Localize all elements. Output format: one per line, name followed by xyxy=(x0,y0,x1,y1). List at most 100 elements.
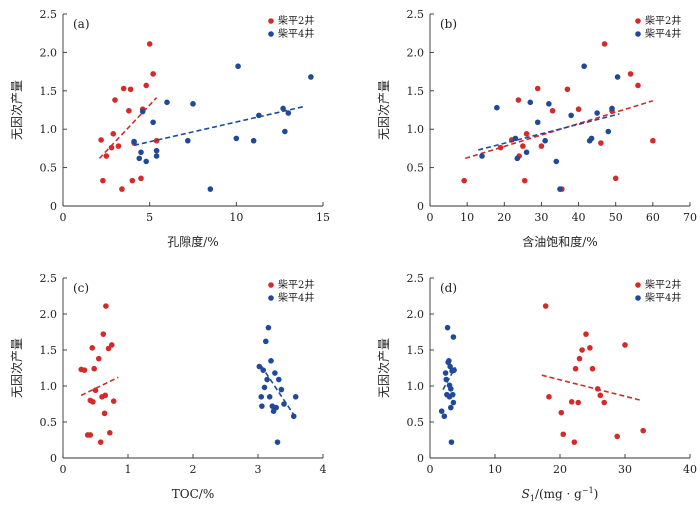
data-point-well2 xyxy=(560,431,567,438)
data-point-well4 xyxy=(290,413,297,420)
data-point-well4 xyxy=(280,105,286,112)
data-point-well2 xyxy=(558,409,565,416)
data-point-well2 xyxy=(612,175,619,182)
data-point-well4 xyxy=(546,101,552,107)
series-well2 xyxy=(461,41,656,192)
data-point-well2 xyxy=(538,143,545,149)
data-point-well4 xyxy=(138,149,144,156)
y-tick-label: 0 xyxy=(417,200,424,213)
y-tick-label: 1.0 xyxy=(40,123,58,136)
data-point-well2 xyxy=(650,137,656,144)
y-tick-label: 2.0 xyxy=(40,308,58,321)
data-point-well2 xyxy=(127,86,134,93)
x-tick-label: 10 xyxy=(488,463,502,476)
data-point-well4 xyxy=(448,404,454,411)
data-point-well4 xyxy=(266,394,273,400)
data-point-well4 xyxy=(308,74,314,80)
panel-label: (d) xyxy=(440,281,457,295)
data-point-well4 xyxy=(609,105,615,112)
data-point-well2 xyxy=(546,394,552,400)
data-point-well4 xyxy=(534,119,541,126)
data-point-well4 xyxy=(185,137,191,144)
data-point-well4 xyxy=(449,391,456,398)
legend-marker-well2 xyxy=(635,18,641,24)
data-point-well4 xyxy=(441,413,448,420)
y-axis-title: 无因次产量 xyxy=(377,338,391,398)
data-point-well2 xyxy=(100,331,107,337)
data-point-well2 xyxy=(126,107,132,114)
data-point-well2 xyxy=(90,399,96,405)
data-point-well4 xyxy=(588,135,595,142)
trend-line-well2 xyxy=(98,97,158,159)
x-tick-label: 20 xyxy=(553,463,567,476)
data-point-well2 xyxy=(108,342,115,348)
data-point-well4 xyxy=(557,186,563,192)
legend-marker-well2 xyxy=(268,282,274,288)
y-tick-label: 2.5 xyxy=(407,8,425,21)
data-point-well2 xyxy=(627,71,634,77)
x-tick-label: 30 xyxy=(618,463,632,476)
x-tick-label: 10 xyxy=(229,211,243,224)
x-axis-title: TOC/% xyxy=(172,487,214,501)
data-point-well2 xyxy=(110,131,117,137)
x-tick-label: 40 xyxy=(572,211,586,224)
y-tick-label: 1.0 xyxy=(407,380,425,393)
data-point-well4 xyxy=(272,370,278,376)
x-tick-label: 10 xyxy=(460,211,474,224)
data-point-well2 xyxy=(120,85,127,92)
data-point-well4 xyxy=(256,112,262,119)
data-point-well4 xyxy=(542,137,548,144)
data-point-well2 xyxy=(549,107,556,114)
data-point-well4 xyxy=(276,376,282,383)
data-point-well2 xyxy=(107,430,113,436)
y-tick-label: 0 xyxy=(50,452,57,465)
data-point-well4 xyxy=(136,155,143,162)
data-point-well4 xyxy=(444,324,451,331)
data-point-well2 xyxy=(146,41,153,47)
legend-marker-well2 xyxy=(268,18,274,24)
series-well2 xyxy=(78,303,119,445)
legend-label-well2: 柴平2井 xyxy=(278,14,314,27)
trend-line-well4 xyxy=(442,366,457,390)
data-point-well4 xyxy=(450,334,457,340)
data-point-well2 xyxy=(102,392,109,399)
data-point-well4 xyxy=(258,394,265,400)
data-point-well2 xyxy=(100,177,106,184)
data-point-well4 xyxy=(450,399,457,406)
x-tick-label: 15 xyxy=(316,211,330,224)
data-point-well4 xyxy=(261,384,268,391)
x-tick-label: 50 xyxy=(609,211,623,224)
data-point-well4 xyxy=(265,324,272,331)
series-well2 xyxy=(98,41,160,192)
y-tick-label: 1.5 xyxy=(407,85,425,98)
data-point-well4 xyxy=(259,403,265,409)
data-point-well4 xyxy=(292,394,299,400)
y-tick-label: 0.5 xyxy=(407,416,425,429)
y-axis-title: 无因次产量 xyxy=(377,80,391,140)
data-point-well2 xyxy=(103,303,109,309)
y-tick-label: 1.5 xyxy=(407,344,425,357)
data-point-well4 xyxy=(446,358,452,364)
y-tick-label: 0.5 xyxy=(407,162,425,175)
data-point-well4 xyxy=(250,137,257,144)
x-tick-label: 0 xyxy=(60,211,67,224)
data-point-well2 xyxy=(568,399,575,405)
trend-line-well4 xyxy=(260,365,295,416)
legend-marker-well2 xyxy=(635,282,641,288)
data-point-well2 xyxy=(575,106,582,113)
y-tick-label: 2.5 xyxy=(40,272,58,285)
trend-line-well4 xyxy=(478,113,620,151)
y-tick-label: 0.5 xyxy=(40,162,58,175)
x-axis-title: S1/(mg · g−1) xyxy=(522,486,599,503)
data-point-well4 xyxy=(274,439,281,445)
legend-marker-well4 xyxy=(635,295,641,301)
legend-label-well2: 柴平2井 xyxy=(645,278,681,291)
data-point-well4 xyxy=(139,108,146,115)
x-tick-label: 3 xyxy=(255,463,262,476)
data-point-well4 xyxy=(568,112,574,119)
data-point-well2 xyxy=(115,143,122,149)
data-point-well4 xyxy=(264,376,270,383)
